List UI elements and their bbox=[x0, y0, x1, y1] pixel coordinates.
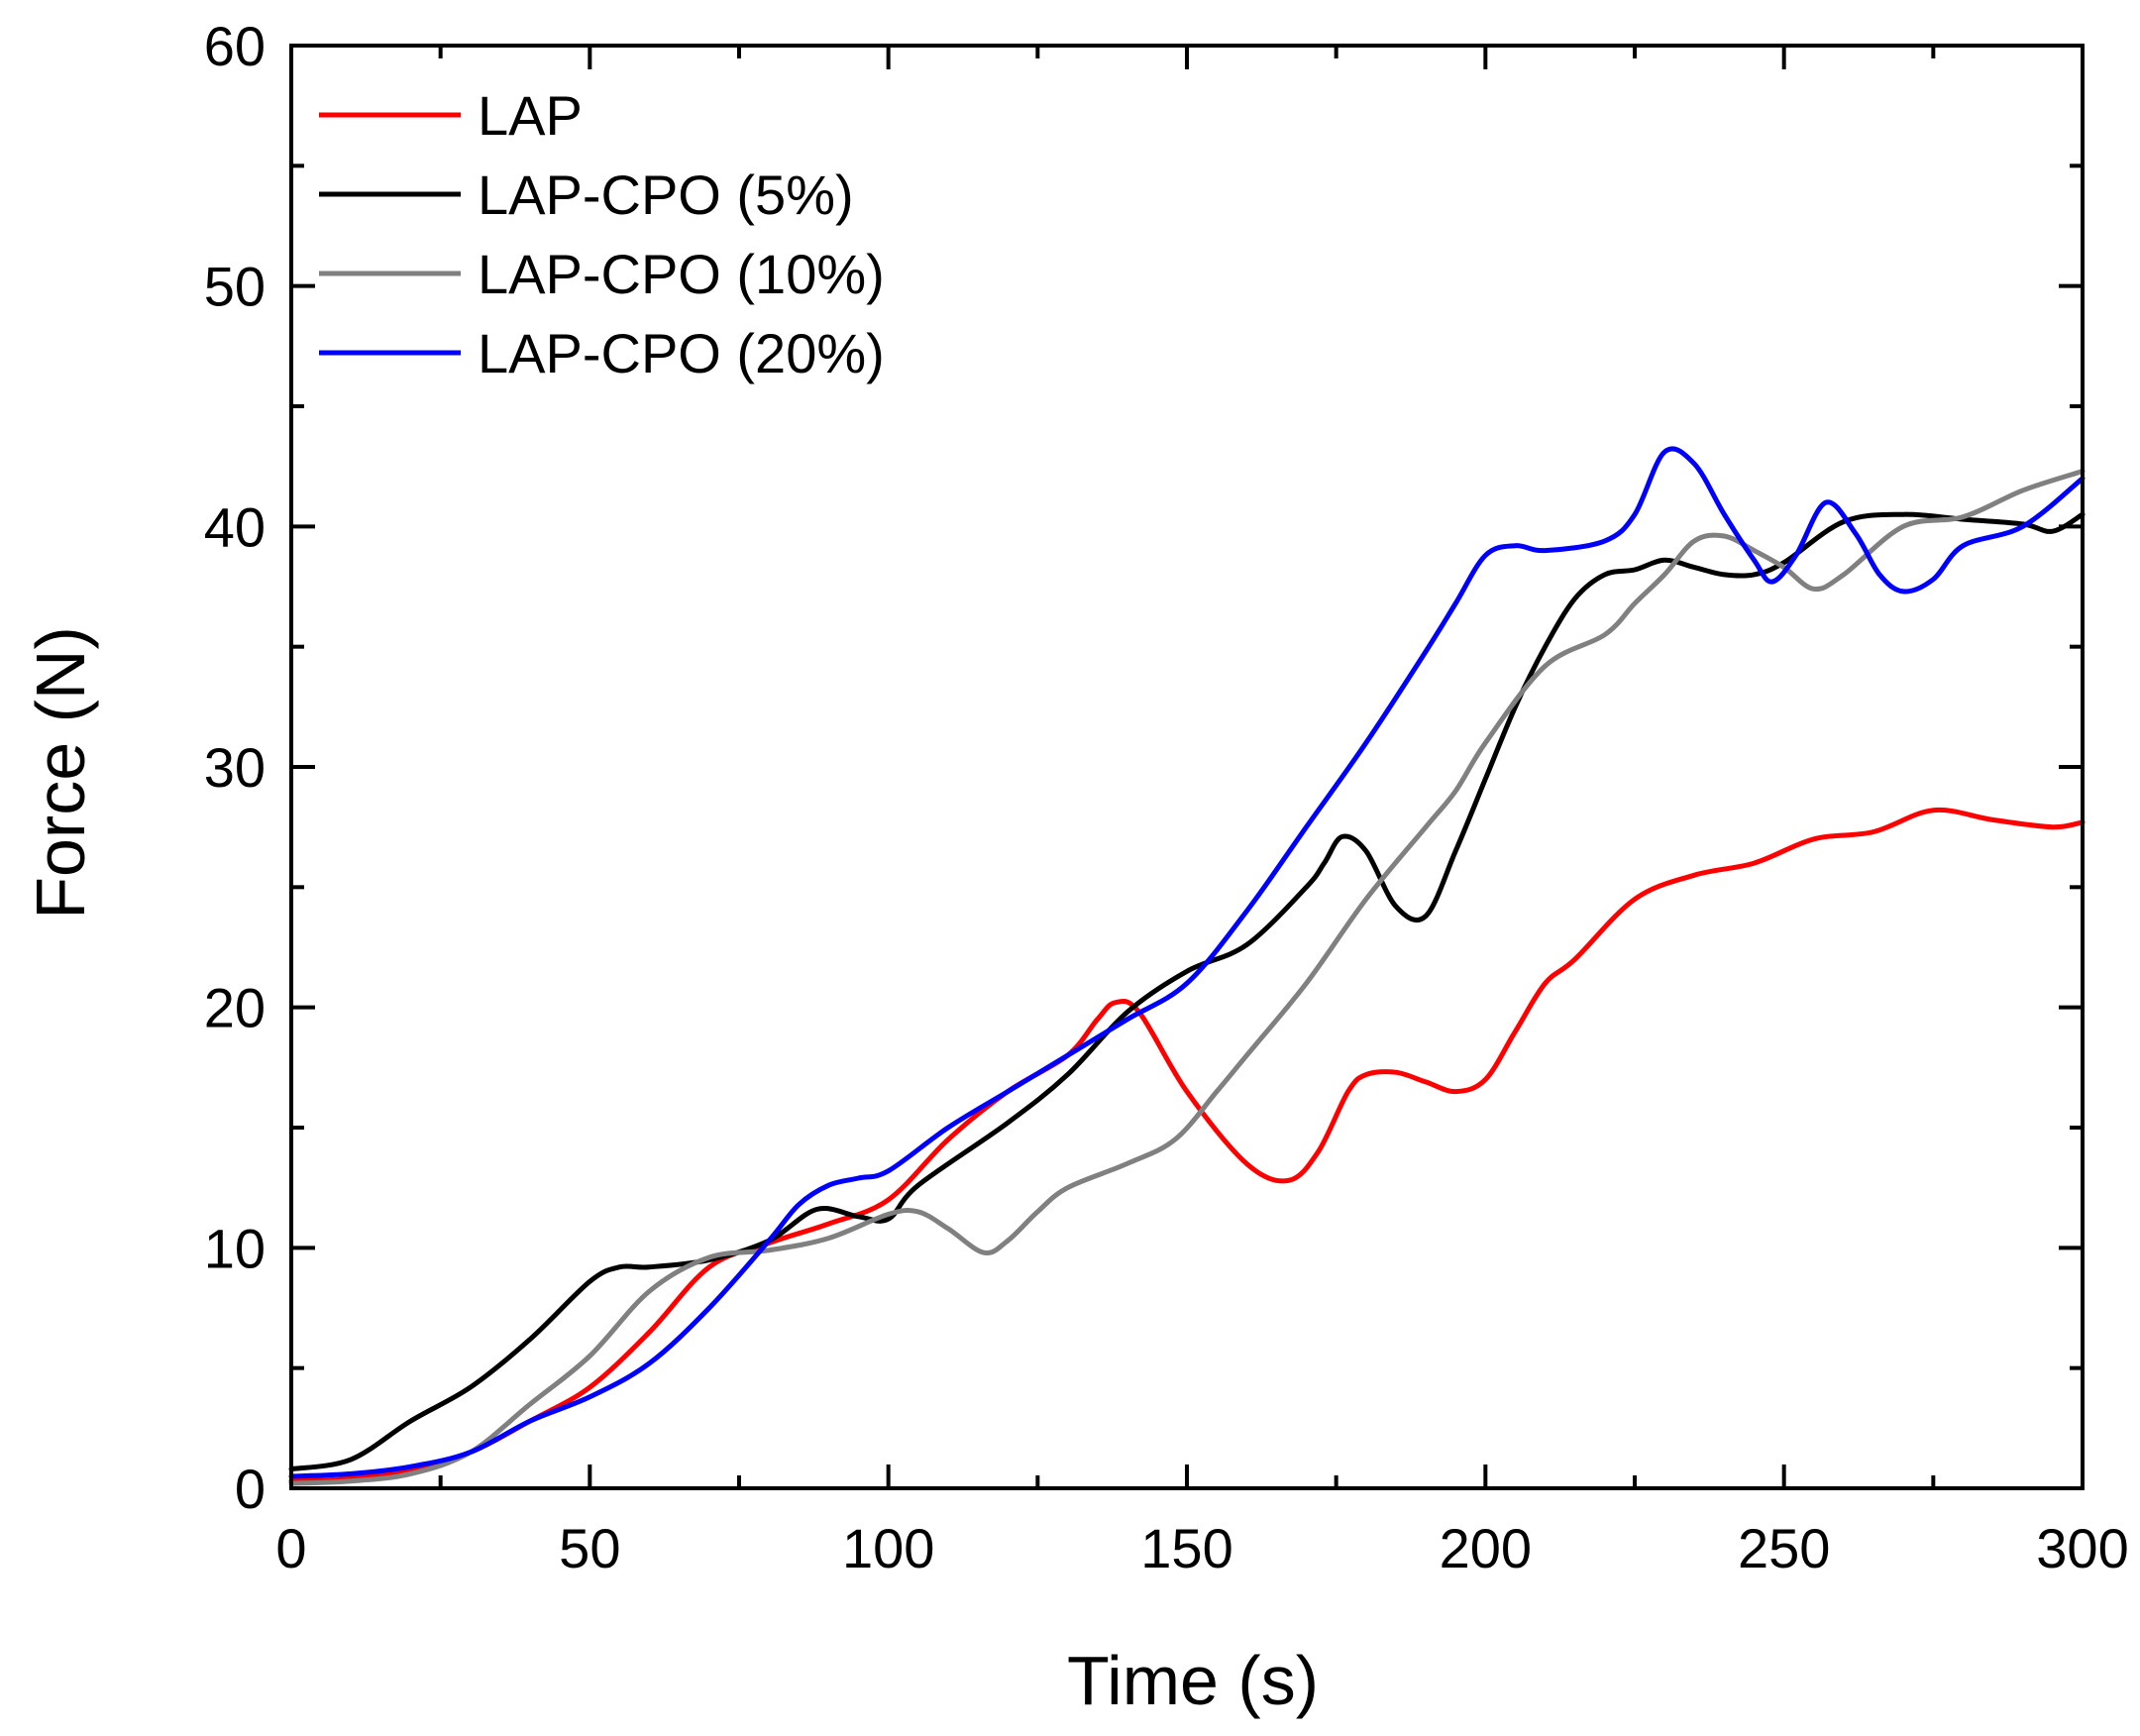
x-tick-label: 250 bbox=[1738, 1517, 1830, 1579]
x-tick-label: 50 bbox=[559, 1517, 620, 1579]
legend-label-1: LAP bbox=[478, 84, 583, 147]
legend-label-3: LAP-CPO (10%) bbox=[478, 243, 885, 305]
x-tick-label: 150 bbox=[1140, 1517, 1232, 1579]
x-axis-label: Time (s) bbox=[1067, 1642, 1319, 1719]
x-tick-label: 300 bbox=[2036, 1517, 2128, 1579]
x-tick-label: 0 bbox=[275, 1517, 306, 1579]
legend-label-2: LAP-CPO (5%) bbox=[478, 163, 854, 226]
x-tick-label: 200 bbox=[1440, 1517, 1532, 1579]
y-tick-label: 50 bbox=[204, 256, 266, 318]
y-tick-label: 30 bbox=[204, 736, 266, 799]
legend-label-4: LAP-CPO (20%) bbox=[478, 322, 885, 384]
y-tick-label: 60 bbox=[204, 15, 266, 77]
y-tick-label: 20 bbox=[204, 977, 266, 1039]
y-tick-label: 10 bbox=[204, 1217, 266, 1279]
y-tick-label: 40 bbox=[204, 495, 266, 558]
x-tick-label: 100 bbox=[842, 1517, 934, 1579]
y-tick-label: 0 bbox=[235, 1458, 266, 1520]
y-axis-label: Force (N) bbox=[22, 626, 99, 920]
